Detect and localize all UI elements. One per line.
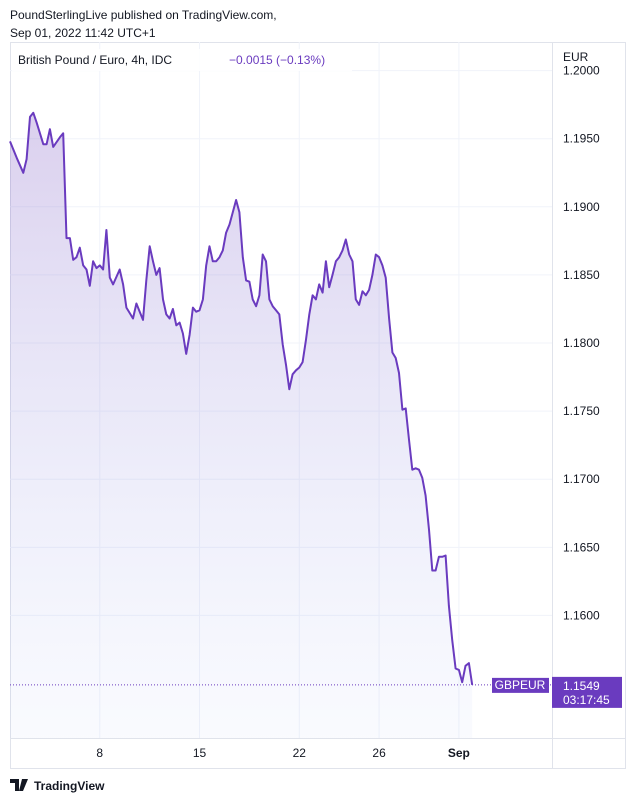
y-tick-label: 1.1900 <box>563 200 600 214</box>
y-tick-label: 1.1750 <box>563 404 600 418</box>
y-tick-label: 1.1950 <box>563 132 600 146</box>
x-tick-label: 22 <box>293 746 307 760</box>
y-tick-label: 1.1700 <box>563 472 600 486</box>
footer-logo <box>10 779 28 791</box>
y-tick-label: 1.2000 <box>563 64 600 78</box>
header-line: Sep 01, 2022 11:42 UTC+1 <box>10 26 156 40</box>
x-tick-label: 15 <box>193 746 207 760</box>
legend-bg <box>12 49 352 71</box>
symbol-tag-label: GBPEUR <box>495 678 546 692</box>
y-tick-label: 1.1600 <box>563 608 600 622</box>
legend-change: −0.0015 (−0.13%) <box>229 53 325 67</box>
y-tick-label: 1.1850 <box>563 268 600 282</box>
x-tick-label: 8 <box>96 746 103 760</box>
price-tag-value: 1.1549 <box>563 679 600 693</box>
y-tick-label: 1.1650 <box>563 540 600 554</box>
price-line <box>9 111 474 686</box>
price-tag <box>552 676 622 708</box>
footer-brand: TradingView <box>34 779 105 793</box>
x-tick-label: Sep <box>448 746 470 760</box>
symbol-tag <box>492 677 549 693</box>
header-line: PoundSterlingLive published on TradingVi… <box>10 8 277 22</box>
y-tick-label: 1.1800 <box>563 336 600 350</box>
legend-name: British Pound / Euro, 4h, IDC <box>18 53 172 67</box>
area <box>10 112 473 739</box>
x-tick-label: 26 <box>372 746 386 760</box>
currency-label: EUR <box>563 50 589 64</box>
price-tag-countdown: 03:17:45 <box>563 693 610 707</box>
